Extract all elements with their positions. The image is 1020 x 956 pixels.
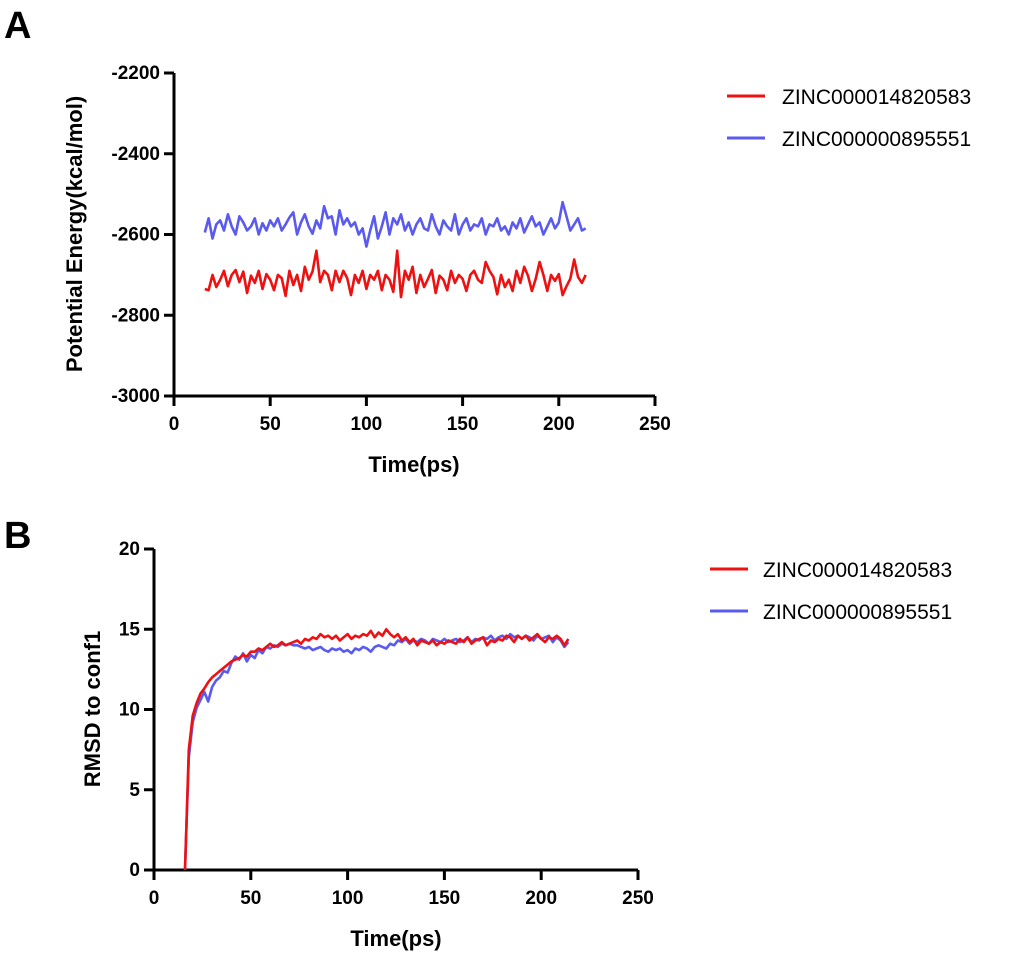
panel-b-ytick-label: 20 [119, 539, 140, 560]
panel-b-x-axis-title: Time(ps) [350, 926, 441, 951]
panel-b-xtick-label: 200 [525, 888, 557, 909]
panel-b-ytick-label: 0 [129, 860, 140, 881]
panel-b-xtick-label: 0 [149, 888, 160, 909]
panel-b-series-line-zinc000014820583 [183, 628, 570, 871]
panel-b-series-line-zinc000000895551 [183, 632, 570, 871]
panel-a-xtick-label: 0 [169, 414, 180, 435]
panel-a-label: A [4, 5, 31, 47]
panel-a-xtick-label: 200 [543, 414, 575, 435]
panel-a-ytick-label: -2200 [111, 63, 160, 84]
panel-b-label: B [4, 515, 31, 557]
panel-b-legend-label: ZINC000000895551 [763, 601, 952, 624]
panel-a-series-line-zinc000014820583 [204, 249, 587, 299]
panel-a-legend: ZINC000014820583 ZINC000000895551 [727, 86, 971, 151]
panel-a-x-axis-title: Time(ps) [368, 452, 459, 477]
panel-a-ytick-label: -3000 [111, 386, 160, 407]
panel-a-xtick-label: 150 [447, 414, 479, 435]
panel-b-legend: ZINC000014820583 ZINC000000895551 [710, 559, 952, 624]
panel-a-xtick-label: 50 [260, 414, 281, 435]
panel-a-xtick-label: 250 [639, 414, 671, 435]
panel-b: B 0 5 10 15 20 0 50 100 150 200 [4, 515, 952, 951]
panel-a-legend-label: ZINC000014820583 [782, 86, 971, 109]
panel-b-legend-label: ZINC000014820583 [763, 559, 952, 582]
panel-a-ytick-label: -2400 [111, 144, 160, 165]
panel-a-legend-label: ZINC000000895551 [782, 128, 971, 151]
panel-a-y-axis-title: Potential Energy(kcal/mol) [62, 96, 87, 372]
panel-b-xtick-label: 50 [240, 888, 261, 909]
panel-b-xtick-label: 150 [429, 888, 461, 909]
panel-b-ytick-label: 15 [119, 619, 141, 640]
panel-a-ytick-label: -2600 [111, 225, 160, 246]
panel-b-xtick-label: 250 [622, 888, 654, 909]
panel-a-ytick-label: -2800 [111, 305, 160, 326]
panel-a: A -3000 -2800 -2600 -2400 -2200 0 50 100 [4, 5, 971, 477]
panel-b-y-axis-title: RMSD to conf1 [80, 631, 105, 787]
panel-a-series-line-zinc000000895551 [203, 200, 587, 248]
panel-b-ytick-label: 5 [129, 780, 140, 801]
panel-a-xtick-label: 100 [351, 414, 383, 435]
panel-b-xtick-label: 100 [332, 888, 364, 909]
panel-b-ytick-label: 10 [119, 700, 140, 721]
